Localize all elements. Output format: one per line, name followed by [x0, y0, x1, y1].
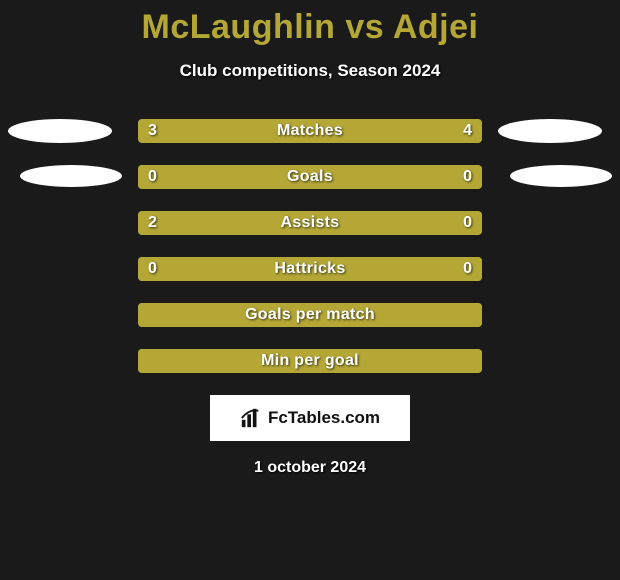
brand-text: FcTables.com: [268, 408, 380, 428]
metric-row: 0 0 Hattricks: [138, 257, 482, 281]
date-line: 1 october 2024: [0, 459, 620, 477]
brand-badge: FcTables.com: [210, 395, 410, 441]
metric-row: 0 0 Goals: [138, 165, 482, 189]
comparison-infographic: McLaughlin vs Adjei Club competitions, S…: [0, 0, 620, 477]
metric-label: Goals: [287, 168, 333, 186]
value-left: 2: [148, 214, 157, 232]
value-right: 4: [463, 122, 472, 140]
bar-left: [138, 119, 276, 143]
value-right: 0: [463, 168, 472, 186]
value-right: 0: [463, 214, 472, 232]
metric-row: 2 0 Assists: [138, 211, 482, 235]
value-left: 0: [148, 260, 157, 278]
page-title: McLaughlin vs Adjei: [0, 8, 620, 47]
value-left: 3: [148, 122, 157, 140]
decor-ellipse: [498, 119, 602, 143]
metric-row: Min per goal: [138, 349, 482, 373]
metric-label: Assists: [280, 214, 339, 232]
metric-row: 3 4 Matches: [138, 119, 482, 143]
metric-label: Matches: [277, 122, 343, 140]
metric-rows: 3 4 Matches 0 0 Goals 2 0 Assists 0 0 Hattricks Goal…: [0, 119, 620, 373]
value-right: 0: [463, 260, 472, 278]
metric-label: Goals per match: [245, 306, 375, 324]
bar-left: [138, 211, 403, 235]
decor-ellipse: [8, 119, 112, 143]
decor-ellipse: [20, 165, 122, 187]
bars-icon: [240, 407, 262, 429]
metric-label: Min per goal: [261, 352, 359, 370]
decor-ellipse: [510, 165, 612, 187]
metric-label: Hattricks: [274, 260, 345, 278]
page-subtitle: Club competitions, Season 2024: [0, 61, 620, 81]
value-left: 0: [148, 168, 157, 186]
metric-row: Goals per match: [138, 303, 482, 327]
